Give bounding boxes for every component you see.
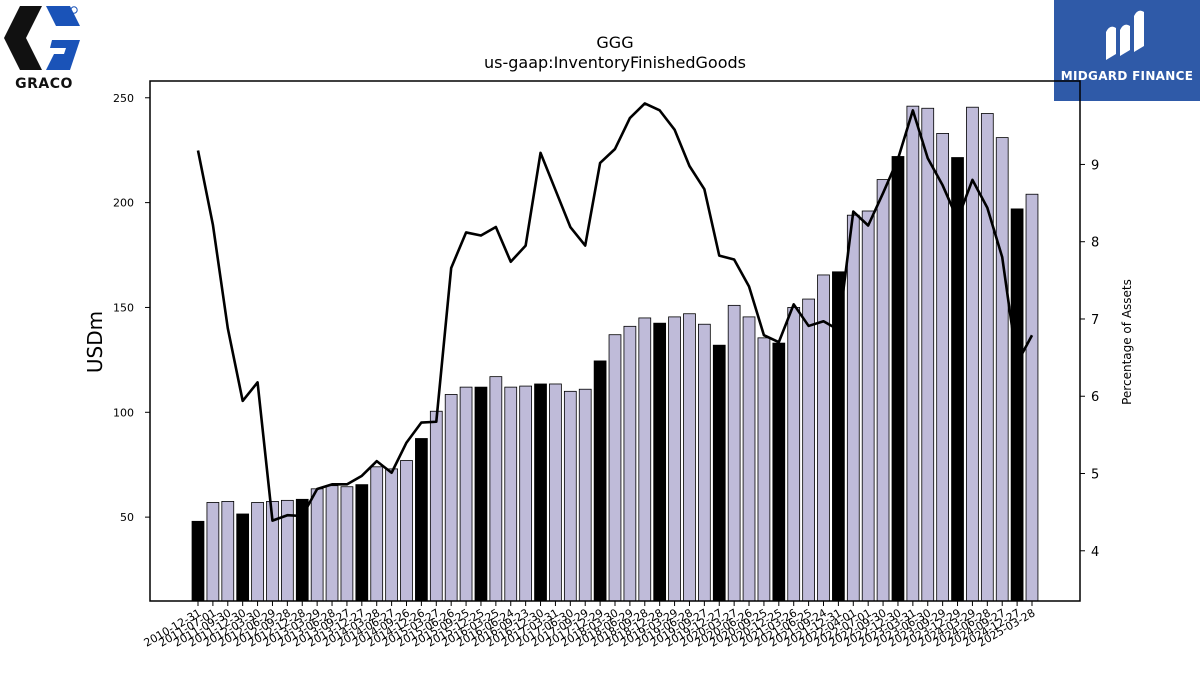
bar xyxy=(1010,208,1024,602)
y-tick-label-right: 4 xyxy=(1091,545,1099,560)
chart-title: GGG xyxy=(596,33,634,52)
bar xyxy=(504,386,518,602)
bar xyxy=(400,460,413,602)
bar xyxy=(772,342,786,602)
bar xyxy=(846,214,860,602)
bar xyxy=(549,383,562,602)
bar xyxy=(727,304,741,602)
bar xyxy=(698,323,711,602)
chart-subtitle: us-gaap:InventoryFinishedGoods xyxy=(484,53,746,72)
percentage-of-assets-line xyxy=(196,102,1034,522)
bar xyxy=(474,386,488,602)
bar xyxy=(683,313,696,602)
y-tick-label-right: 9 xyxy=(1091,158,1099,173)
y-tick-label-left: 150 xyxy=(113,301,134,314)
bar xyxy=(712,344,726,602)
bar xyxy=(1025,193,1039,602)
y-tick-label-left: 250 xyxy=(113,92,134,105)
bar xyxy=(891,156,905,602)
bar xyxy=(236,513,250,602)
y-tick-label-left: 200 xyxy=(113,197,134,210)
y-tick-label-left: 50 xyxy=(120,511,134,524)
bar xyxy=(593,360,607,602)
midgard-emblem-icon xyxy=(1106,10,1144,61)
y-tick-label-left: 100 xyxy=(113,406,134,419)
bar xyxy=(608,334,622,602)
bar xyxy=(355,484,369,602)
bar xyxy=(221,500,235,602)
bar xyxy=(802,298,815,602)
y-tick-label-right: 7 xyxy=(1091,313,1099,328)
graco-wordmark: GRACO xyxy=(15,76,73,92)
bar xyxy=(191,520,205,602)
bar xyxy=(370,466,384,602)
bar xyxy=(638,317,652,602)
graco-mark-icon xyxy=(4,6,80,70)
bar xyxy=(787,307,801,602)
bar xyxy=(325,485,339,602)
bar xyxy=(936,133,950,602)
bar xyxy=(668,316,681,602)
y-tick-label-right: 6 xyxy=(1091,390,1099,405)
bar xyxy=(951,157,964,602)
bar xyxy=(340,486,354,602)
graco-blue-lower xyxy=(46,40,80,70)
bar xyxy=(906,105,920,602)
bar xyxy=(415,438,428,602)
y-tick-label-right: 5 xyxy=(1091,468,1099,483)
bar xyxy=(206,502,220,602)
bar xyxy=(921,107,935,602)
bar xyxy=(578,388,592,602)
bar xyxy=(429,410,443,602)
bar xyxy=(876,179,890,602)
graco-logo: GRACO xyxy=(4,4,84,92)
bar xyxy=(742,316,756,602)
bar xyxy=(623,325,637,602)
bar xyxy=(444,394,458,602)
bar xyxy=(861,210,875,602)
midgard-finance-logo: MIDGARD FINANCE xyxy=(1054,0,1200,101)
bar xyxy=(310,488,324,602)
bar xyxy=(653,322,667,602)
bar xyxy=(757,337,771,602)
bar xyxy=(519,385,533,602)
bar xyxy=(534,383,547,602)
midgard-wordmark: MIDGARD FINANCE xyxy=(1060,69,1194,83)
bar xyxy=(459,386,473,602)
bar xyxy=(385,468,398,602)
graco-blue-upper xyxy=(46,6,80,26)
y-tick-label-right: 8 xyxy=(1091,236,1099,251)
bar xyxy=(489,376,503,602)
bar xyxy=(251,502,264,602)
bar xyxy=(563,390,577,602)
bar xyxy=(995,137,1009,602)
bar xyxy=(980,113,994,602)
